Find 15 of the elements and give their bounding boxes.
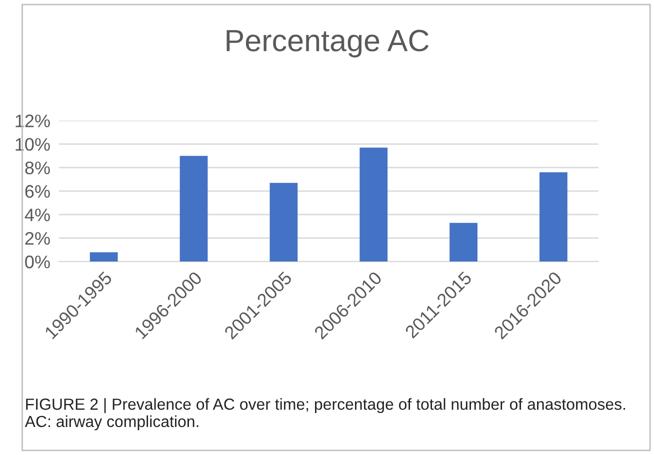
caption: FIGURE 2 | Prevalence of AC over time; percentage of total number of anastomoses. AC: airway complication. (24, 398, 626, 430)
bar (90, 252, 118, 262)
chart-title: Percentage AC (226, 30, 429, 58)
bar (360, 148, 388, 262)
bar (450, 222, 478, 262)
y-tick-label: 6% (25, 185, 50, 198)
y-tick-label: 2% (25, 232, 50, 245)
bar (180, 156, 208, 262)
y-tick-label: 12% (16, 114, 50, 128)
bar (540, 172, 568, 262)
y-tick-label: 10% (16, 138, 50, 151)
y-tick-label: 8% (25, 162, 50, 174)
y-tick-label: 0% (25, 256, 50, 268)
bar (270, 182, 298, 262)
y-tick-label: 4% (24, 208, 50, 222)
